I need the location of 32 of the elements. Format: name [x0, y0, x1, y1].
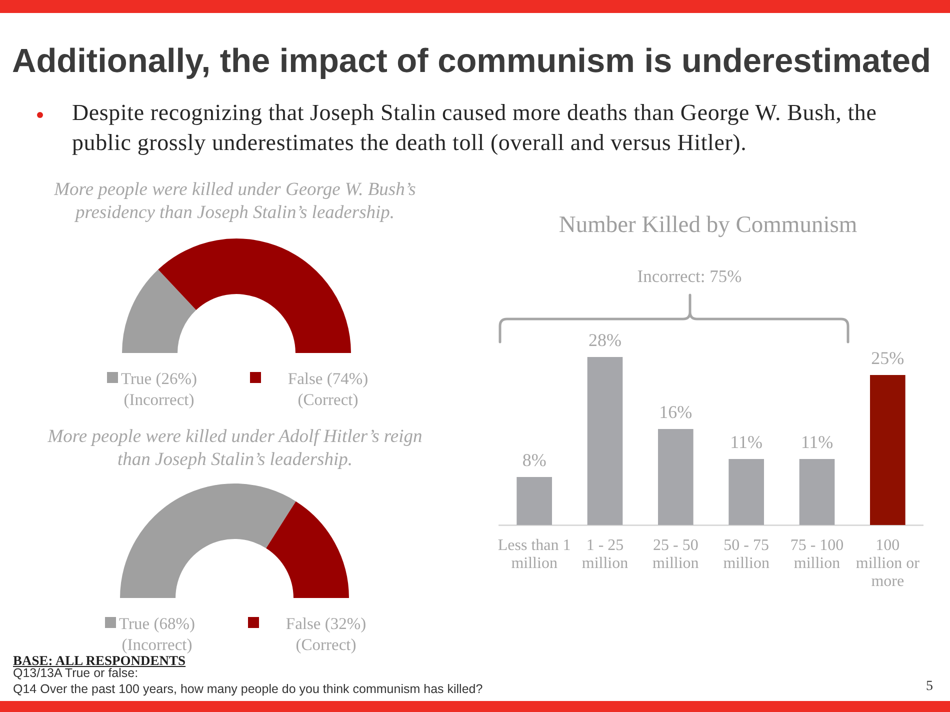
- legend-label: True (26%) (Incorrect): [121, 369, 197, 409]
- bar: [870, 375, 906, 525]
- data-label: 11%: [800, 432, 834, 452]
- data-label: 8%: [522, 450, 546, 470]
- x-tick-label: 25 - 50 million: [652, 537, 699, 572]
- text: Q13/13A True or false:: [13, 666, 138, 680]
- x-tick-label: Less than 1 million: [498, 537, 571, 572]
- bar: [728, 459, 764, 525]
- text: Incorrect: 75%: [636, 266, 743, 286]
- legend-label: True (68%) (Incorrect): [119, 614, 195, 654]
- chart-title: More people were killed under Adolf Hitler’s reign than Joseph Stalin’s leadership.: [46, 426, 424, 472]
- bar: [799, 459, 835, 525]
- bar: [516, 477, 552, 525]
- x-tick-label: 50 - 75 million: [723, 537, 770, 572]
- text: 5: [926, 679, 933, 694]
- x-tick-label: 1 - 25 million: [582, 537, 628, 572]
- bar: [658, 429, 694, 525]
- x-tick-label: 100 million or more: [856, 537, 920, 590]
- legend-label: False (32%) (Correct): [286, 614, 366, 654]
- bar: [587, 357, 623, 525]
- text: BASE: ALL RESPONDENTS: [13, 652, 186, 668]
- legend-label: False (74%) (Correct): [288, 369, 368, 409]
- chart-title: Number Killed by Communism: [558, 212, 858, 238]
- data-label: 16%: [659, 402, 692, 422]
- text: Additionally, the impact of communism is underestimated: [12, 42, 931, 82]
- data-label: 25%: [871, 348, 904, 368]
- x-tick-label: 75 - 100 million: [790, 537, 844, 572]
- text: Q14 Over the past 100 years, how many people do you think communism has killed?: [13, 682, 483, 696]
- chart-title: More people were killed under George W. Bush’s presidency than Joseph Stalin’s leadership.: [53, 179, 417, 225]
- data-label: 11%: [730, 432, 762, 452]
- data-label: 28%: [588, 330, 622, 350]
- text: Despite recognizing that Joseph Stalin caused more deaths than George W. Bush, the public grossly underestimates the death toll (overall and versus Hitler).: [72, 99, 878, 157]
